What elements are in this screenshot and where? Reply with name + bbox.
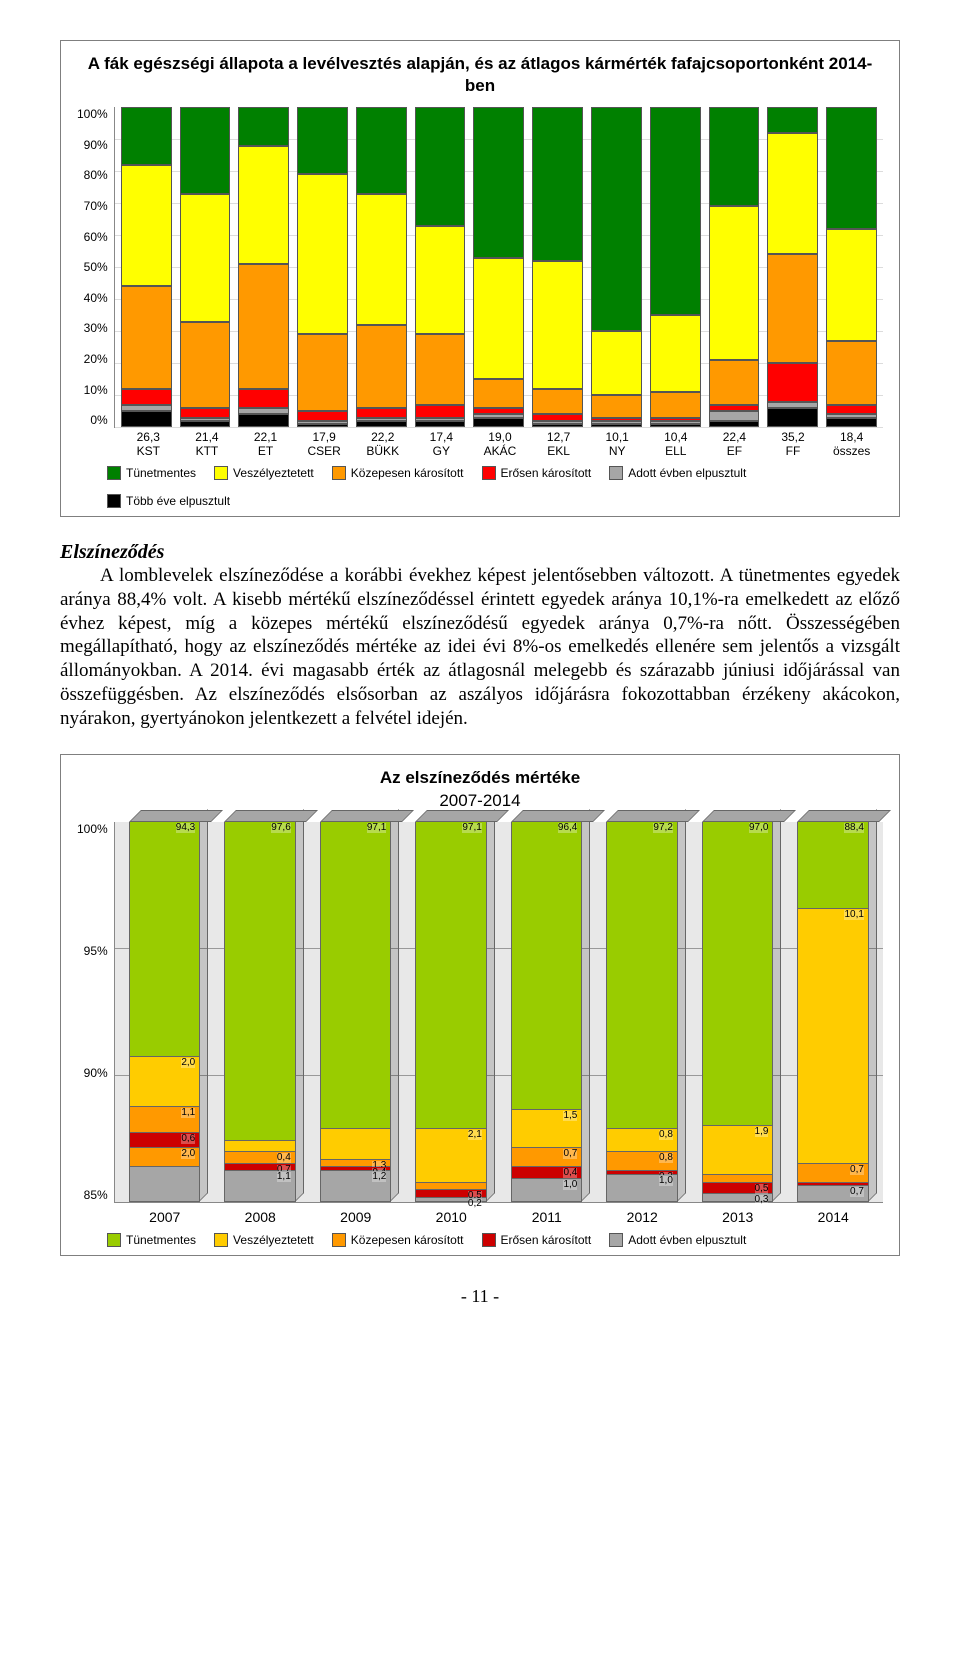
chart1-bar [415,107,466,427]
chart2-bar: 97,60,40,71,1 [224,822,296,1202]
chart1-title: A fák egészségi állapota a levélvesztés … [77,53,883,97]
chart1-bar [767,107,818,427]
body-paragraph: A lomblevelek elszíneződése a korábbi év… [60,564,900,730]
chart2-bar: 97,11,30,41,2 [320,822,392,1202]
chart1-bar [591,107,642,427]
chart2-bar: 94,32,01,10,62,0 [129,822,201,1202]
chart1-bar [473,107,524,427]
chart2-bar: 88,410,10,70,7 [797,822,869,1202]
chart1-bar [121,107,172,427]
chart1-legend: TünetmentesVeszélyeztetettKözepesen káro… [77,466,883,508]
chart1-bar [297,107,348,427]
section-heading: Elszíneződés [60,541,900,564]
chart1-plot [114,107,883,428]
chart1-x-axis: 26,3KST21,4KTT22,1ET17,9CSER22,2BÜKK17,4… [77,428,883,458]
chart1-bar [238,107,289,427]
chart1-y-axis: 100%90% 80%70% 60%50% 40%30% 20%10% 0% [77,107,114,427]
chart2-bar: 97,20,80,80,21,0 [606,822,678,1202]
chart1-bar [180,107,231,427]
chart2-bar: 96,41,50,70,41,0 [511,822,583,1202]
chart1-bar [709,107,760,427]
chart2-title: Az elszíneződés mértéke 2007-2014 [77,767,883,811]
chart1-bar [532,107,583,427]
page-number: - 11 - [60,1286,900,1307]
chart2-bar: 97,12,10,50,2 [415,822,487,1202]
chart1-bar [826,107,877,427]
chart1-container: A fák egészségi állapota a levélvesztés … [60,40,900,517]
chart2-y-axis: 100% 95% 90% 85% [77,822,114,1202]
chart1-bar [650,107,701,427]
chart2-plot: 94,32,01,10,62,0 97,60,40,71,1 97,11,30,41… [114,822,883,1203]
chart2-container: Az elszíneződés mértéke 2007-2014 100% 9… [60,754,900,1255]
chart2-legend: TünetmentesVeszélyeztetettKözepesen káro… [77,1233,883,1247]
chart2-bar: 97,01,90,50,3 [702,822,774,1202]
chart1-bar [356,107,407,427]
